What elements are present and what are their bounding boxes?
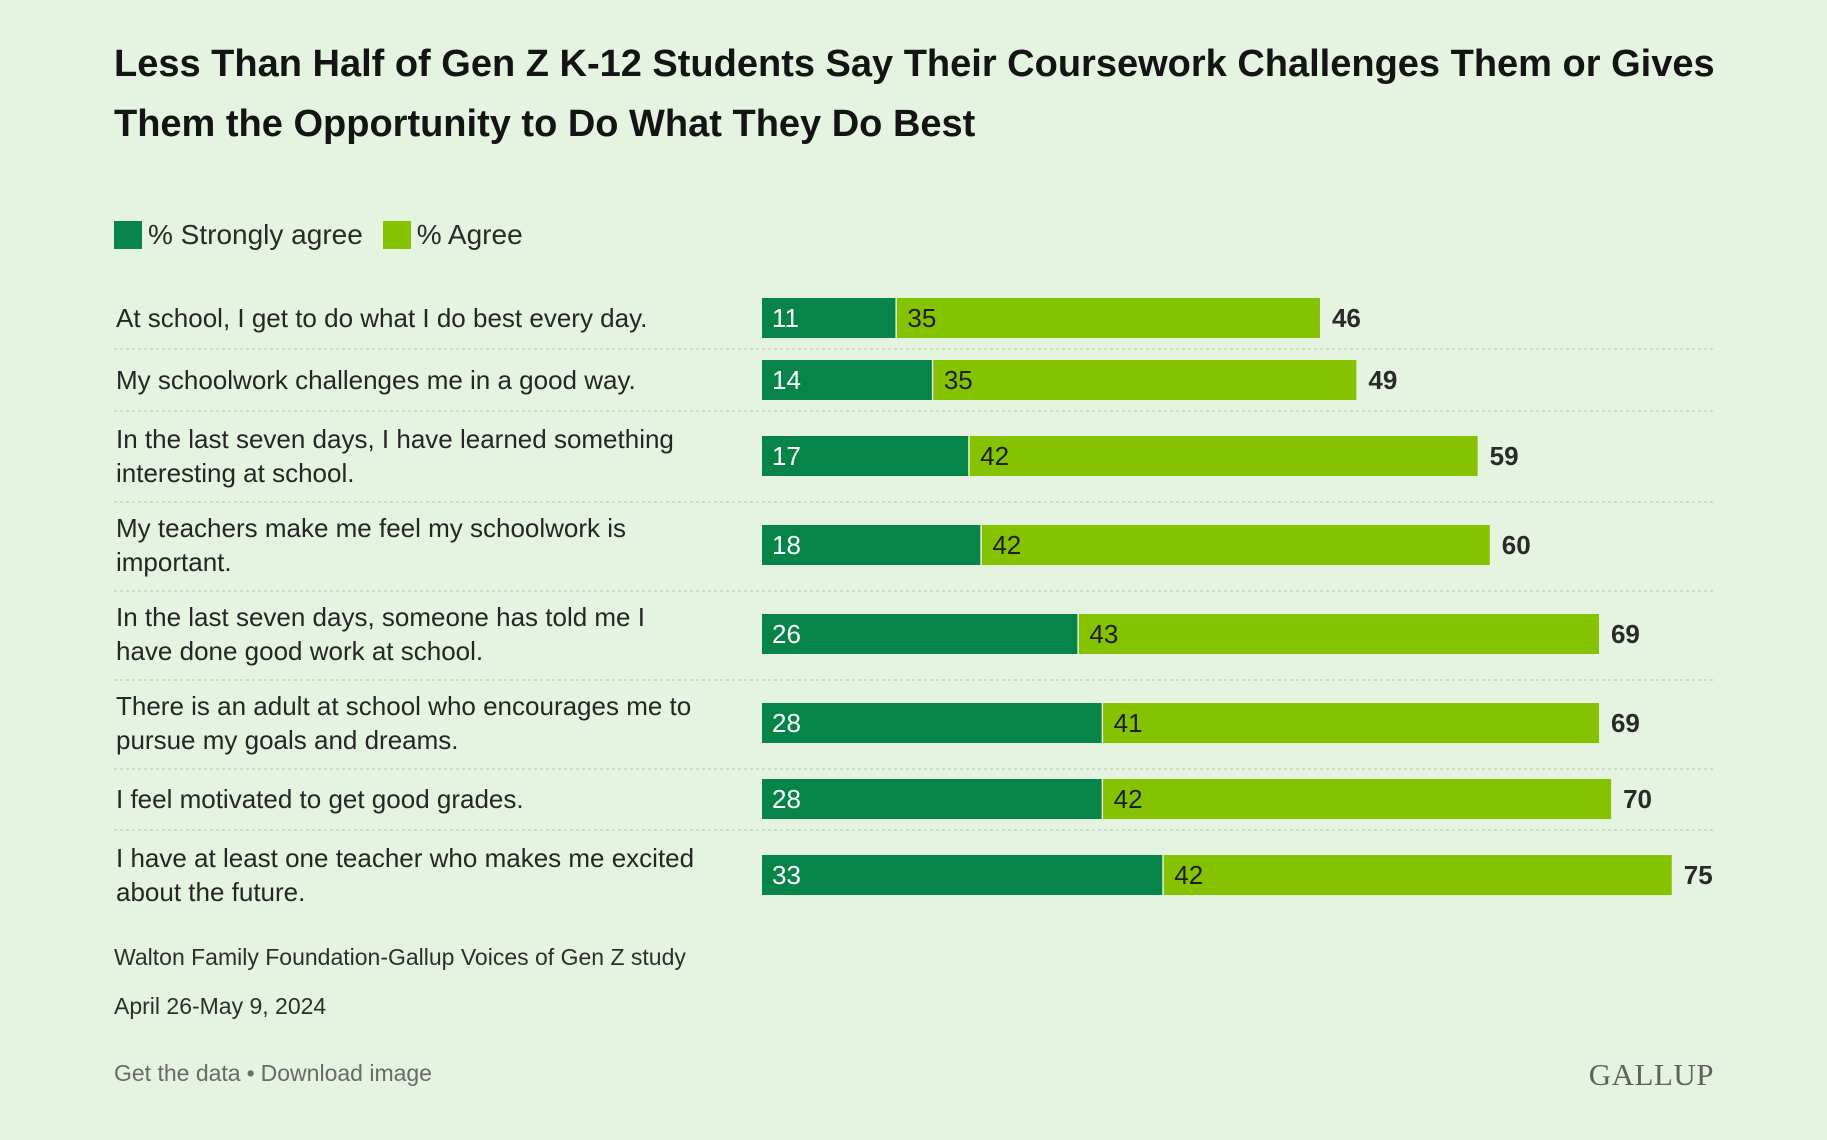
bar-agree (933, 360, 1357, 400)
category-label: In the last seven days, someone has told… (116, 602, 645, 632)
legend-label-strongly-agree: % Strongly agree (148, 219, 363, 250)
data-label-total: 69 (1611, 708, 1640, 738)
category-label: My schoolwork challenges me in a good wa… (116, 365, 636, 395)
data-label-strongly-agree: 14 (772, 365, 801, 395)
footer-separator: • (246, 1060, 255, 1086)
data-label-strongly-agree: 26 (772, 619, 801, 649)
data-label-strongly-agree: 28 (772, 708, 801, 738)
data-label-strongly-agree: 33 (772, 860, 801, 890)
data-label-agree: 42 (1114, 784, 1143, 814)
data-label-strongly-agree: 17 (772, 441, 801, 471)
data-label-strongly-agree: 11 (772, 303, 799, 333)
bar-strongly-agree (762, 614, 1078, 654)
bar-agree (1103, 703, 1599, 743)
bar-strongly-agree (762, 436, 969, 476)
download-image-link[interactable]: Download image (260, 1060, 432, 1086)
category-label: I feel motivated to get good grades. (116, 784, 524, 814)
category-label: My teachers make me feel my schoolwork i… (116, 513, 626, 543)
data-label-total: 70 (1623, 784, 1652, 814)
category-label: pursue my goals and dreams. (116, 725, 459, 755)
get-data-link[interactable]: Get the data (114, 1060, 241, 1086)
data-label-strongly-agree: 18 (772, 530, 801, 560)
data-label-agree: 35 (907, 303, 936, 333)
legend-item-strongly-agree: % Strongly agree (114, 219, 363, 251)
legend-swatch-agree (382, 221, 411, 249)
category-label: I have at least one teacher who makes me… (116, 843, 694, 873)
bar-strongly-agree (762, 525, 981, 565)
bar-agree (981, 525, 1490, 565)
data-label-agree: 42 (980, 441, 1009, 471)
source-note: Walton Family Foundation-Gallup Voices o… (114, 944, 686, 970)
bar-agree (1078, 614, 1599, 654)
chart-title: Less Than Half of Gen Z K-12 Students Sa… (114, 43, 1715, 145)
bar-strongly-agree (762, 703, 1102, 743)
data-label-agree: 35 (944, 365, 973, 395)
data-label-agree: 42 (992, 530, 1021, 560)
data-label-agree: 41 (1114, 708, 1143, 738)
legend: % Strongly agree % Agree (114, 216, 543, 254)
data-label-total: 59 (1490, 441, 1519, 471)
data-label-total: 75 (1684, 860, 1713, 890)
category-label: interesting at school. (116, 458, 354, 488)
data-label-agree: 43 (1089, 619, 1118, 649)
legend-item-agree: % Agree (382, 219, 523, 251)
category-label: At school, I get to do what I do best ev… (116, 303, 647, 333)
category-label: have done good work at school. (116, 636, 483, 666)
bar-strongly-agree (762, 779, 1102, 819)
data-label-total: 46 (1332, 303, 1361, 333)
legend-label-agree: % Agree (416, 219, 523, 250)
bar-agree (896, 298, 1320, 338)
data-label-total: 49 (1368, 365, 1397, 395)
data-label-total: 60 (1502, 530, 1531, 560)
bar-agree (1103, 779, 1612, 819)
stacked-bar-chart: At school, I get to do what I do best ev… (114, 298, 1713, 907)
legend-swatch-strongly-agree (114, 221, 142, 249)
bar-strongly-agree (762, 298, 896, 338)
bar-strongly-agree (762, 855, 1163, 895)
bar-agree (969, 436, 1478, 476)
bar-agree (1163, 855, 1672, 895)
survey-dates: April 26-May 9, 2024 (114, 993, 327, 1019)
category-label: important. (116, 547, 232, 577)
data-label-total: 69 (1611, 619, 1640, 649)
data-label-agree: 42 (1174, 860, 1203, 890)
footer-links: Get the data • Download image (114, 1060, 432, 1087)
category-label: In the last seven days, I have learned s… (116, 424, 674, 454)
gallup-logo: GALLUP (1588, 1057, 1714, 1092)
data-label-strongly-agree: 28 (772, 784, 801, 814)
bar-strongly-agree (762, 360, 932, 400)
category-label: about the future. (116, 877, 305, 907)
category-label: There is an adult at school who encourag… (116, 691, 691, 721)
